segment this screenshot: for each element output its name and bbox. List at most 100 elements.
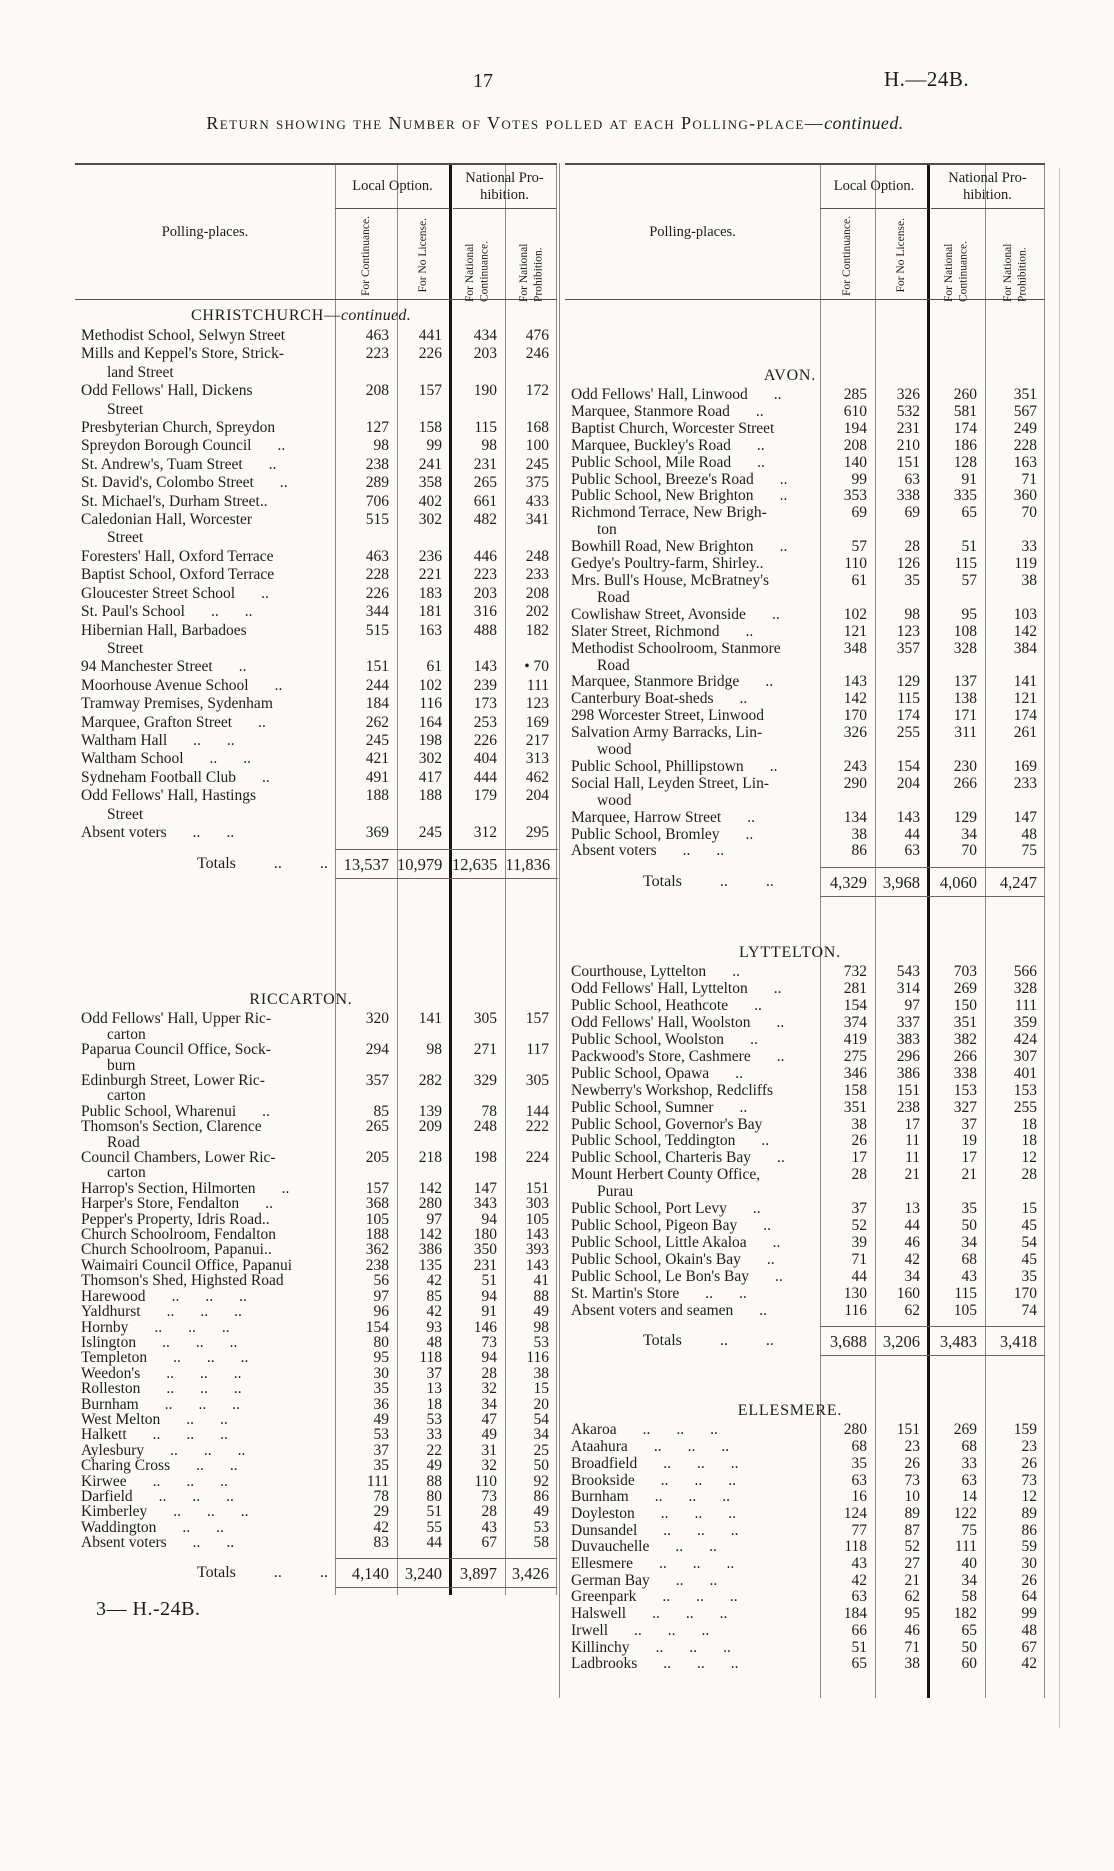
for-continuance-count: 320 bbox=[365, 1010, 389, 1028]
polling-place-name: Council Chambers, Lower Ric-carton bbox=[81, 1149, 276, 1182]
polling-place-name: Methodist School, Selwyn Street bbox=[81, 327, 286, 344]
for-no-license-count: 198 bbox=[418, 731, 442, 749]
for-national-prohibition-count: 433 bbox=[525, 492, 549, 510]
section-title-text: CHRISTCHURCH— bbox=[190, 307, 341, 324]
table-row: Halkett...... 53 33 49 34 bbox=[75, 1426, 557, 1444]
for-no-license-count: 52 bbox=[904, 1538, 921, 1556]
polling-place-name: Broadfield...... bbox=[571, 1454, 739, 1472]
for-no-license-count: 358 bbox=[418, 474, 442, 492]
for-no-license-count: 210 bbox=[896, 436, 920, 454]
table-row: Odd Fellows' Hall, Lyttelton.. 281 314 269 3… bbox=[565, 980, 1045, 998]
for-national-prohibition-count: 144 bbox=[525, 1102, 549, 1120]
polling-place-name: Public School, Pigeon Bay.. bbox=[571, 1216, 771, 1234]
dot-leader: .. bbox=[730, 1454, 739, 1472]
polling-place-name: West Melton.... bbox=[81, 1410, 228, 1428]
for-national-prohibition-count-total: 11,836 bbox=[505, 849, 559, 880]
for-no-license-count: 204 bbox=[896, 774, 920, 792]
table-row: Public School, Bromley.. 38 44 34 48 bbox=[565, 825, 1045, 844]
dot-leader: .. bbox=[262, 1102, 270, 1120]
header-cell: For National Continuance. bbox=[450, 209, 505, 302]
dot-leader: .. bbox=[229, 1457, 238, 1475]
for-national-continuance-count: 35 bbox=[961, 1200, 978, 1218]
polling-places-header: Polling-places. bbox=[161, 223, 249, 240]
dot-leader: .. bbox=[709, 1571, 718, 1589]
for-national-continuance-count: 78 bbox=[481, 1102, 498, 1120]
dot-leader: .. bbox=[265, 1195, 273, 1213]
polling-place-name: Tramway Premises, Sydenham bbox=[81, 695, 273, 713]
for-national-continuance-count: 17 bbox=[961, 1149, 978, 1167]
for-national-continuance-count: 115 bbox=[474, 419, 497, 437]
for-national-continuance-count: 328 bbox=[953, 639, 977, 657]
table-section: ELLESMERE. Akaroa...... 280 151 269 159 Ataahu… bbox=[565, 1400, 1045, 1673]
header-cell: For National Continuance. bbox=[928, 209, 985, 302]
for-continuance-count: 124 bbox=[843, 1504, 867, 1522]
for-no-license-count: 402 bbox=[418, 492, 442, 510]
dot-leader: .. bbox=[728, 1504, 736, 1522]
for-national-prohibition-count: 15 bbox=[533, 1380, 550, 1398]
for-national-continuance-count-total: 3,483 bbox=[928, 1326, 985, 1357]
for-no-license-count: 88 bbox=[426, 1472, 443, 1490]
dot-leader: .. bbox=[206, 1349, 215, 1367]
for-national-continuance-count: 248 bbox=[473, 1118, 497, 1136]
polling-place-name: Aylesbury...... bbox=[81, 1441, 246, 1459]
for-continuance-count: 83 bbox=[373, 1534, 390, 1552]
for-national-prohibition-count: 217 bbox=[525, 731, 549, 749]
for-no-license-count: 218 bbox=[418, 1149, 442, 1167]
polling-place-name: Akaroa...... bbox=[571, 1421, 718, 1439]
for-national-continuance-count: 482 bbox=[473, 511, 497, 529]
for-national-continuance-count: 28 bbox=[481, 1503, 498, 1521]
dot-leader: .. bbox=[220, 1410, 228, 1428]
polling-place-name: St. Martin's Store.... bbox=[571, 1284, 747, 1302]
dot-leader: .. bbox=[701, 1621, 710, 1639]
for-continuance-count: 732 bbox=[843, 963, 867, 981]
polling-place-name: Canterbury Boat-sheds.. bbox=[571, 690, 748, 708]
for-national-continuance-count: 128 bbox=[953, 453, 977, 471]
dot-leader: .. bbox=[719, 1605, 728, 1623]
for-national-continuance-count: 91 bbox=[481, 1303, 498, 1321]
dot-leader: .. bbox=[773, 980, 782, 998]
polling-place-name: Mills and Keppel's Store, Strick-land St… bbox=[81, 345, 284, 381]
for-continuance-count: 228 bbox=[365, 566, 389, 584]
dot-leader: .. bbox=[721, 1438, 730, 1456]
for-continuance-header: For Continuance. bbox=[841, 215, 854, 296]
for-no-license-count: 44 bbox=[904, 1216, 921, 1234]
for-national-continuance-count: 129 bbox=[953, 808, 977, 826]
header-cell: For National Prohibition. bbox=[985, 209, 1045, 302]
dot-leader: .. bbox=[726, 1555, 735, 1573]
for-national-prohibition-count: 54 bbox=[1021, 1233, 1038, 1251]
dot-leader: .. bbox=[237, 1441, 246, 1459]
dot-leader: .. bbox=[211, 603, 219, 621]
for-no-license-count: 11 bbox=[905, 1149, 920, 1167]
dot-leader: .. bbox=[258, 713, 266, 731]
for-no-license-count: 46 bbox=[904, 1233, 921, 1251]
for-no-license-count: 326 bbox=[896, 386, 920, 403]
dot-leader: .. bbox=[171, 1287, 180, 1305]
for-national-continuance-count: 51 bbox=[481, 1272, 498, 1290]
polling-place-name: Marquee, Stanmore Road.. bbox=[571, 402, 764, 420]
for-national-continuance-count: 266 bbox=[953, 1047, 977, 1065]
dot-leader: .. bbox=[696, 1588, 704, 1606]
polling-place-name: Presbyterian Church, Spreydon bbox=[81, 419, 276, 437]
polling-place-name: Bowhill Road, New Brighton.. bbox=[571, 538, 788, 556]
table-body: AVON. Odd Fellows' Hall, Linwood.. 285 326 2… bbox=[565, 365, 1045, 1673]
polling-place-name: Mrs. Bull's House, McBratney's Road bbox=[571, 571, 770, 606]
for-continuance-count: 285 bbox=[843, 386, 867, 403]
for-national-continuance-count: 34 bbox=[961, 825, 978, 843]
dot-leader: .. bbox=[319, 1563, 328, 1581]
dot-leader: .. bbox=[199, 1364, 208, 1382]
for-no-license-count: 135 bbox=[418, 1256, 442, 1274]
polling-place-name: Public School, Sumner.. bbox=[571, 1098, 748, 1116]
table-row: Absent voters.... 86 63 70 75 bbox=[565, 843, 1045, 860]
polling-place-name: Richmond Terrace, New Brigh-ton bbox=[571, 504, 767, 539]
for-no-license-count: 85 bbox=[426, 1287, 443, 1305]
dot-leader: .. bbox=[747, 808, 755, 826]
polling-place-name: Marquee, Grafton Street.. bbox=[81, 713, 266, 731]
for-no-license-count: 282 bbox=[418, 1072, 442, 1089]
sub-header-row: For Continuance. For No License. For Nat… bbox=[565, 209, 1045, 302]
dot-leader: .. bbox=[732, 963, 740, 981]
polling-place-name: Gloucester Street School.. bbox=[81, 584, 269, 602]
for-no-license-count: 157 bbox=[418, 382, 442, 400]
dot-leader: .. bbox=[186, 1426, 195, 1444]
dot-leader: .. bbox=[756, 436, 765, 454]
for-national-prohibition-count: 313 bbox=[525, 750, 549, 768]
